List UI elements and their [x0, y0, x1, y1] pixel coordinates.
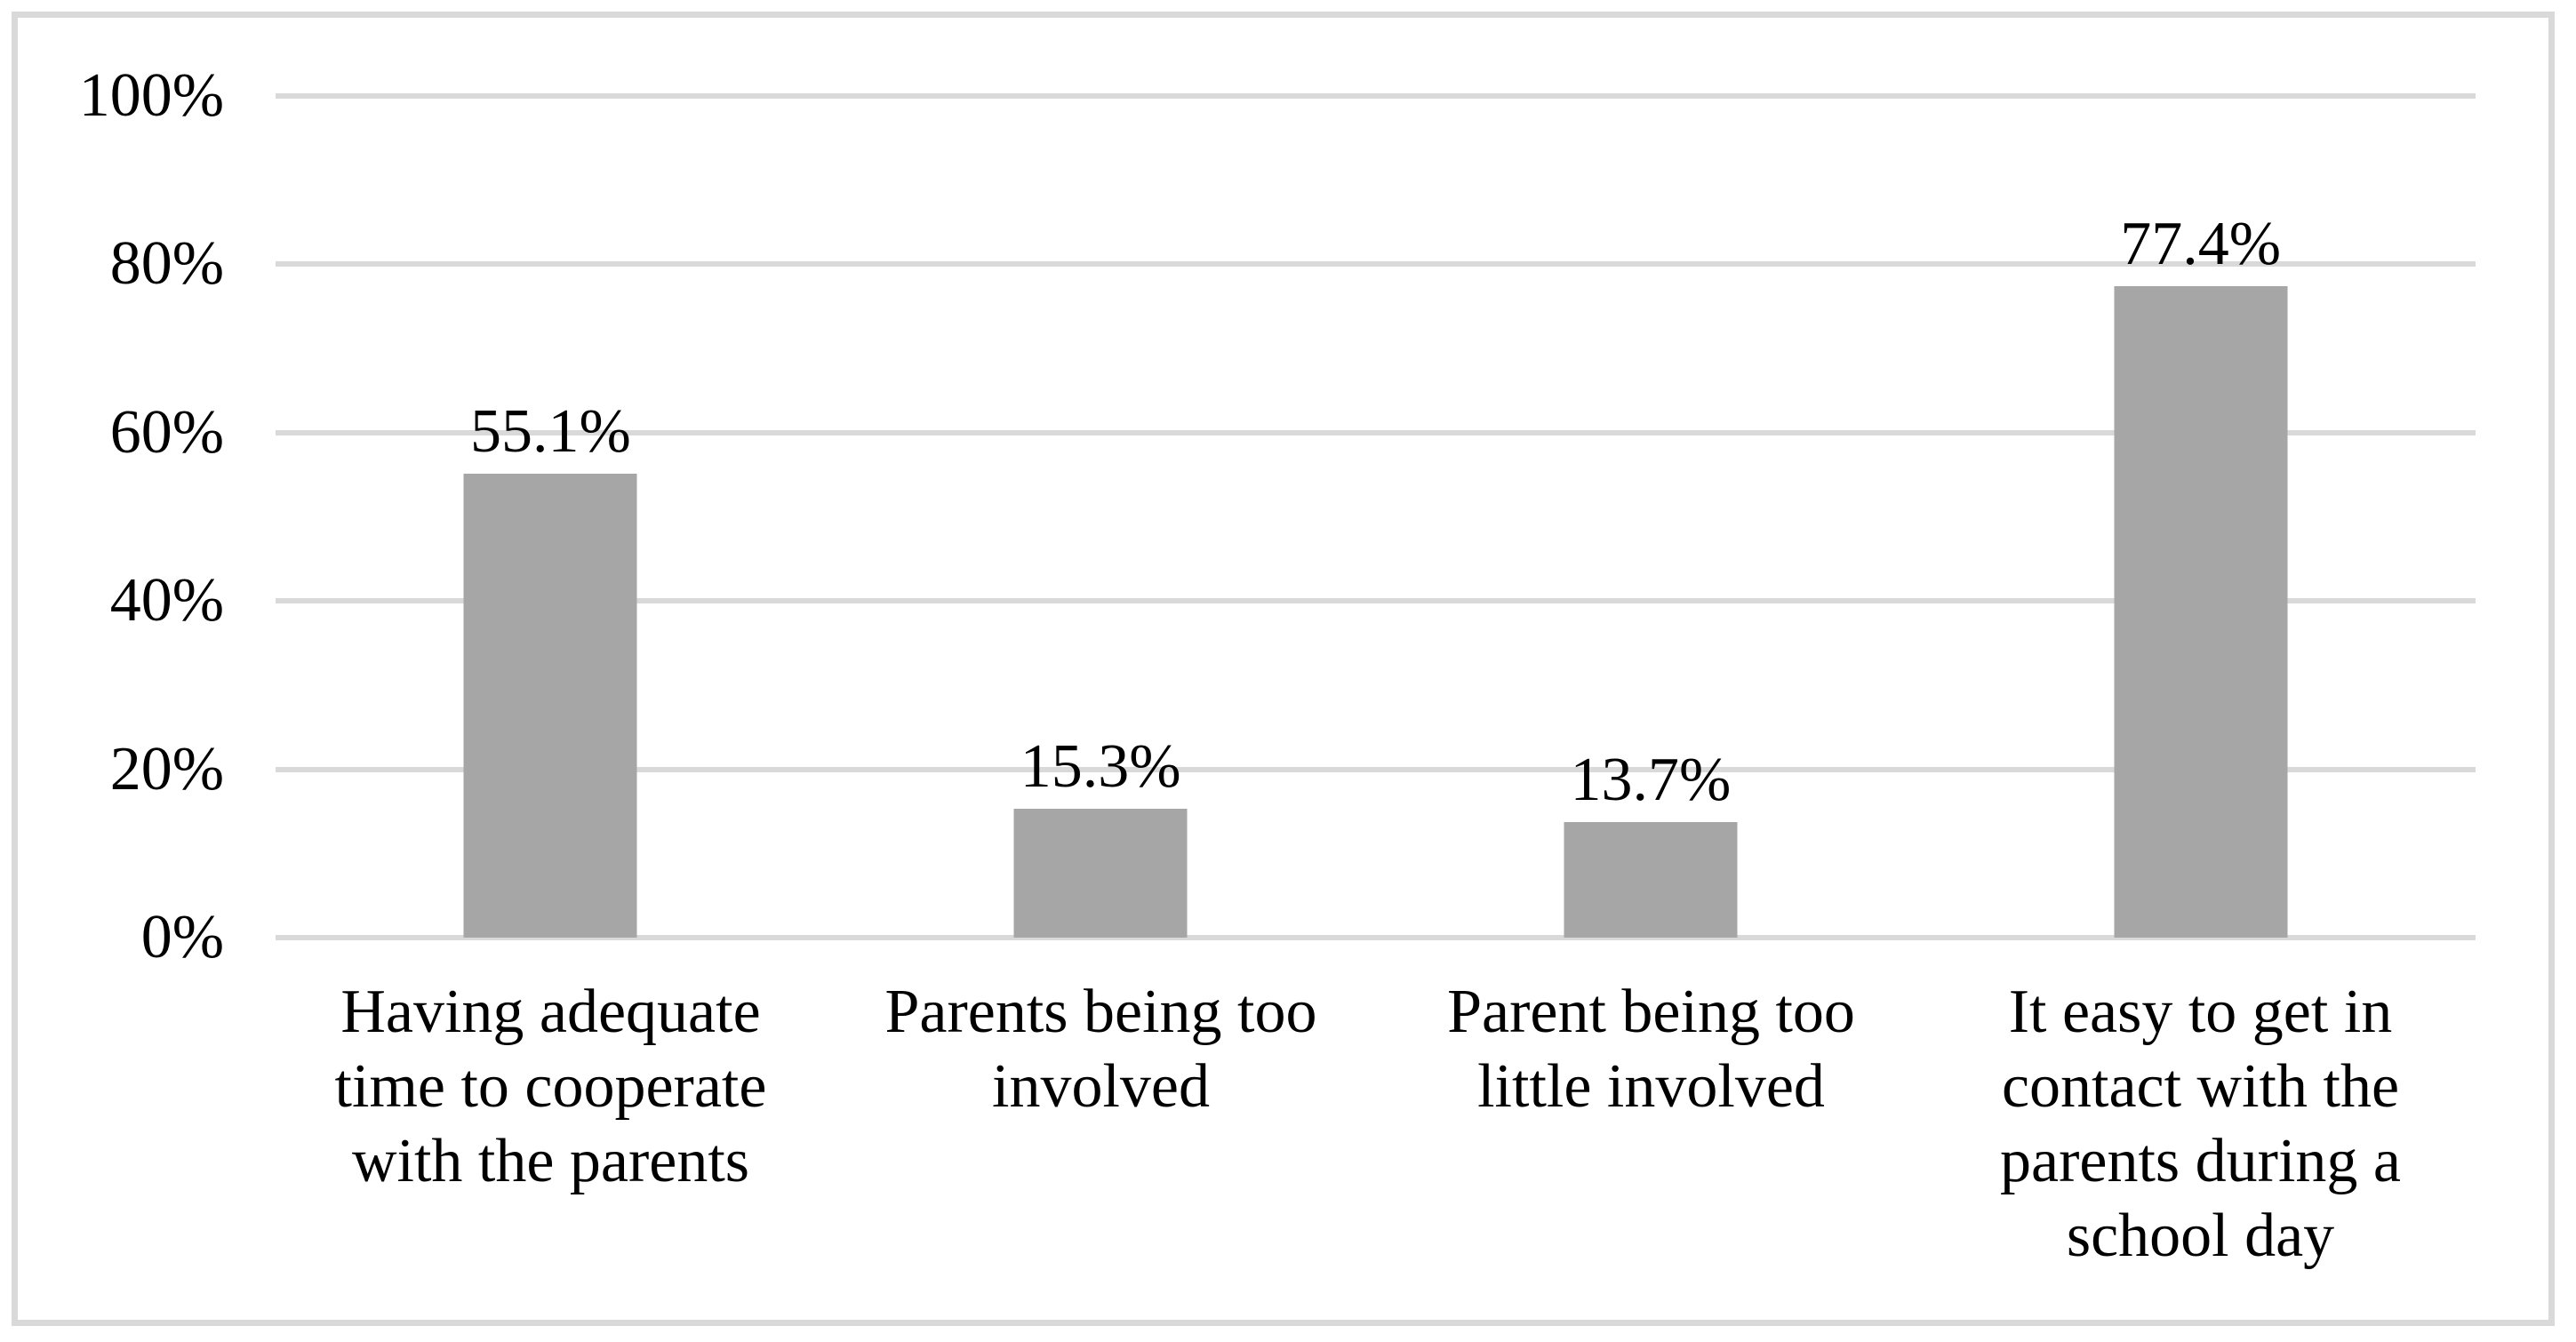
bar-value-label: 55.1%: [469, 397, 631, 467]
y-axis-tick-label-40: 40%: [109, 566, 224, 635]
x-axis-baseline: [276, 935, 2476, 940]
bar-value-label: 13.7%: [1570, 746, 1732, 815]
y-axis-tick-label-20: 20%: [109, 735, 224, 803]
bar-parents-too-little-involved: [1564, 822, 1738, 938]
bar-value-label: 77.4%: [2120, 210, 2282, 278]
bar-parents-too-involved: [1013, 809, 1188, 938]
plot-area: 55.1% 15.3% 13.7% 77.4%: [276, 93, 2476, 940]
x-axis-category-label: It easy to get in contact with the paren…: [2000, 978, 2401, 1270]
x-axis-category-label: Parent being too little involved: [1447, 978, 1855, 1121]
x-axis-category-label: Parents being too involved: [884, 978, 1317, 1121]
gridline-100: [276, 93, 2476, 99]
bar-easy-contact-school-day: [2114, 286, 2288, 938]
gridline-20: [276, 766, 2476, 772]
gridline-80: [276, 261, 2476, 268]
y-axis-tick-label-0: 0%: [140, 903, 224, 971]
y-axis-tick-label-60: 60%: [109, 398, 224, 467]
bar-having-adequate-time: [463, 474, 637, 938]
gridline-40: [276, 598, 2476, 604]
gridline-60: [276, 429, 2476, 435]
y-axis-tick-label-80: 80%: [109, 229, 224, 298]
bar-value-label: 15.3%: [1020, 732, 1181, 802]
y-axis-tick-label-100: 100%: [78, 61, 224, 130]
x-axis-category-label: Having adequate time to cooperate with t…: [334, 978, 767, 1195]
